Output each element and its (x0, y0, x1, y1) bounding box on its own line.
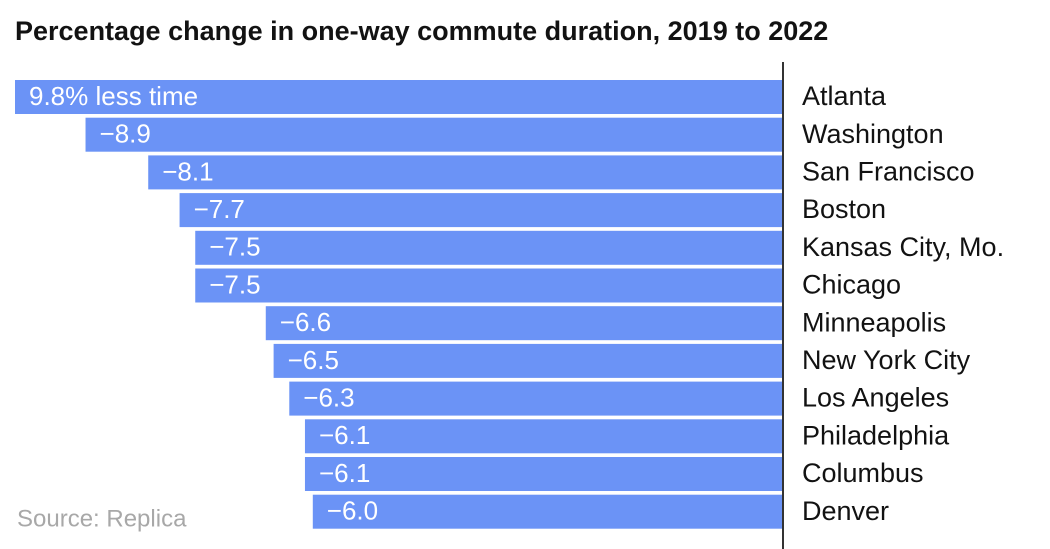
bar (179, 193, 784, 228)
category-label: Washington (802, 119, 944, 149)
value-label: −6.3 (303, 382, 354, 412)
category-label: San Francisco (802, 157, 975, 187)
bar (85, 117, 783, 152)
value-label: −6.1 (319, 420, 370, 450)
category-label: Denver (802, 496, 889, 526)
value-label: −7.7 (194, 194, 245, 224)
bar (312, 494, 783, 529)
bar (265, 306, 783, 341)
bar (289, 381, 783, 416)
bar (273, 343, 783, 378)
chart-title: Percentage change in one-way commute dur… (15, 16, 828, 46)
value-label: −7.5 (209, 269, 260, 299)
value-label: −6.1 (319, 458, 370, 488)
category-label: Atlanta (802, 81, 887, 111)
value-label: −8.1 (162, 156, 213, 186)
category-label: Los Angeles (802, 383, 949, 413)
bar (304, 419, 783, 454)
category-label: New York City (802, 345, 971, 375)
value-label: −6.6 (280, 307, 331, 337)
category-label: Kansas City, Mo. (802, 232, 1004, 262)
bar (15, 80, 783, 114)
category-label: Chicago (802, 270, 901, 300)
bar (148, 155, 783, 190)
value-label: −6.0 (327, 496, 378, 526)
bar (195, 230, 784, 265)
category-label: Columbus (802, 458, 924, 488)
bar (195, 268, 784, 303)
value-label: −7.5 (209, 232, 260, 262)
value-label: 9.8% less time (29, 81, 198, 111)
value-label: −8.9 (100, 119, 151, 149)
value-label: −6.5 (288, 345, 339, 375)
source-note: Source: Replica (17, 505, 187, 532)
category-label: Philadelphia (802, 420, 950, 450)
category-label: Boston (802, 194, 886, 224)
bar (304, 457, 783, 491)
category-label: Minneapolis (802, 307, 946, 337)
